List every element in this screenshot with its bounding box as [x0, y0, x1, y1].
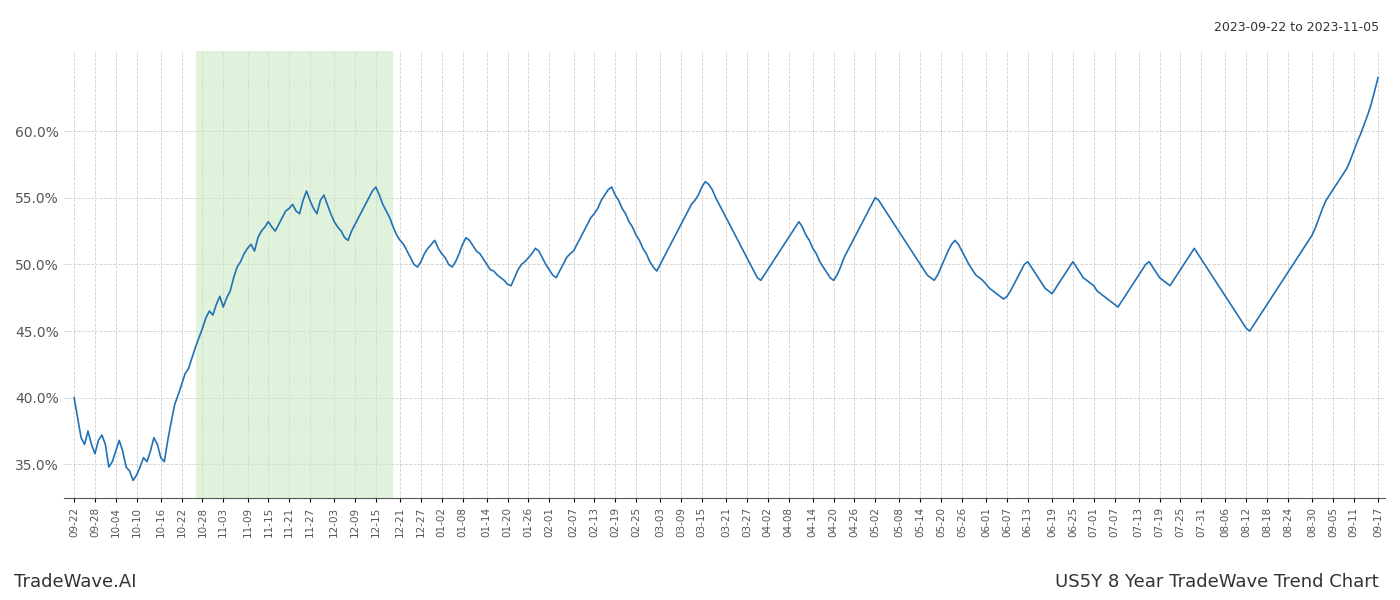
Bar: [196, 51, 393, 498]
Text: TradeWave.AI: TradeWave.AI: [14, 573, 137, 591]
Text: 2023-09-22 to 2023-11-05: 2023-09-22 to 2023-11-05: [1214, 21, 1379, 34]
Text: US5Y 8 Year TradeWave Trend Chart: US5Y 8 Year TradeWave Trend Chart: [1056, 573, 1379, 591]
